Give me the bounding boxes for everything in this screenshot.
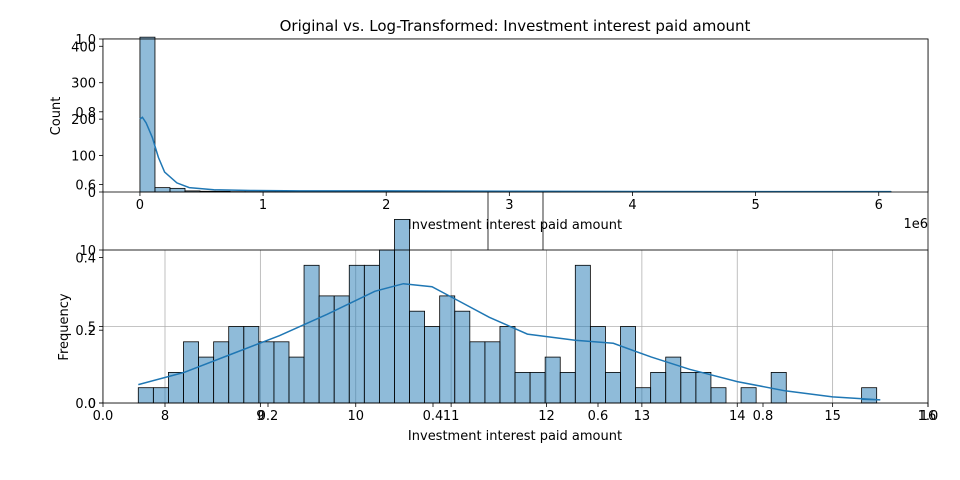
bottom-y-ticks: 0 5 10 [79,244,103,412]
histogram-bar [635,387,652,404]
histogram-bar [620,326,636,404]
histogram-bar [695,371,712,404]
x-tick-label: 15 [824,409,841,424]
histogram-bar [152,387,169,404]
overlay-x-tick-label: 0.4 [423,409,444,424]
histogram-bar [378,249,395,404]
y-tick-label: 10 [79,244,96,259]
top-y-ticks: 0 100 200 300 400 [71,40,103,201]
top-plot-area [103,39,928,192]
x-tick-label: 16 [920,409,937,424]
histogram-bar [348,264,365,404]
x-tick-label: 6 [875,198,883,213]
histogram-bar [589,326,606,404]
histogram-bar [650,371,667,404]
histogram-bar [258,341,275,404]
y-tick-label: 400 [71,40,96,55]
histogram-bar [529,371,546,404]
histogram-bar [710,387,727,404]
y-tick-label: 0 [88,397,96,412]
y-tick-label: 100 [71,150,96,165]
histogram-bar [861,387,878,404]
histogram-bar [139,36,156,193]
top-x-offset-label: 1e6 [903,217,928,232]
y-tick-label: 0 [88,186,96,201]
x-tick-label: 4 [628,198,636,213]
histogram-bar [243,326,260,404]
histogram-bar [228,326,245,404]
y-tick-label: 300 [71,77,96,92]
histogram-bar [574,264,591,404]
histogram-bar [680,371,697,404]
overlay-y-tick-label: 1.0 [75,33,96,48]
bottom-x-axis-label: Investment interest paid amount [408,429,622,444]
x-tick-label: 13 [634,409,651,424]
histogram-bar [169,187,186,193]
x-tick-label: 9 [256,409,264,424]
histogram-bar [439,295,456,404]
histogram-bar [770,371,787,404]
overlay-x-tick-label: 0.0 [93,409,114,424]
histogram-bar [288,356,305,404]
x-tick-label: 10 [347,409,364,424]
top-plot-frame [102,38,929,193]
x-tick-label: 2 [382,198,390,213]
x-tick-label: 14 [729,409,746,424]
histogram-bar [137,387,154,404]
histogram-bar [168,371,184,404]
x-tick-label: 8 [161,409,169,424]
x-tick-label: 1 [259,198,267,213]
overlay-y-tick-label: 0.0 [75,397,96,412]
bottom-kde-line [138,282,881,401]
overlay-x-tick-label: 1.0 [918,409,939,424]
histogram-bar [740,387,757,404]
histogram-bar [303,264,320,404]
bottom-x-ticks: 8 9 10 11 12 13 14 15 16 [161,403,936,424]
overlay-y-tick-label: 0.6 [75,179,96,194]
overlay-x-tick-label: 0.8 [753,409,774,424]
top-y-axis-label: Count [49,97,64,136]
histogram-bar [333,295,350,404]
overlay-x-tick-label: 0.6 [588,409,609,424]
histogram-bar [273,341,290,404]
histogram-bar [454,310,471,404]
histogram-bar [499,326,516,404]
histogram-bar [469,341,486,404]
histogram-bar [544,356,561,404]
overlay-x-tick-label: 0.2 [258,409,279,424]
top-x-ticks: 0 1 2 3 4 5 6 [136,192,883,213]
top-x-axis-label: Investment interest paid amount [408,218,622,233]
histogram-bar [424,326,441,404]
y-tick-label: 200 [71,113,96,128]
figure-title: Original vs. Log-Transformed: Investment… [280,17,751,35]
x-tick-label: 12 [538,409,555,424]
histogram-bar [514,371,531,404]
histogram-bar [394,218,410,404]
overlay-y-tick-label: 0.4 [75,251,96,266]
x-tick-label: 0 [136,198,144,213]
histogram-bar [409,310,426,404]
overlay-y-tick-label: 0.2 [75,324,96,339]
x-tick-label: 3 [505,198,513,213]
bottom-bars [137,218,878,404]
bottom-y-axis-label: Frequency [57,293,72,360]
overlay-axes: 0.0 0.2 0.4 0.6 0.8 1.0 0.0 0.2 0.4 0.6 0.8 1.0 [75,33,938,424]
bottom-histogram-panel: 8 9 10 11 12 13 14 15 16 0 5 10 Investment interes… [57,218,936,444]
top-histogram-panel: 0 1 2 3 4 5 6 0 100 200 300 400 Investment interes… [49,36,929,233]
x-tick-label: 5 [751,198,759,213]
histogram-bar [605,371,621,404]
histogram-bar [484,341,501,404]
panel-gap-fill [103,192,928,250]
histogram-bar [363,264,380,404]
histogram-bar [213,341,230,404]
top-kde-line [139,116,892,193]
y-tick-label: 5 [88,321,96,336]
overlay-y-tick-label: 0.8 [75,106,96,121]
x-tick-label: 11 [443,409,460,424]
histogram-bar [154,187,171,193]
histogram-bar [559,371,576,404]
